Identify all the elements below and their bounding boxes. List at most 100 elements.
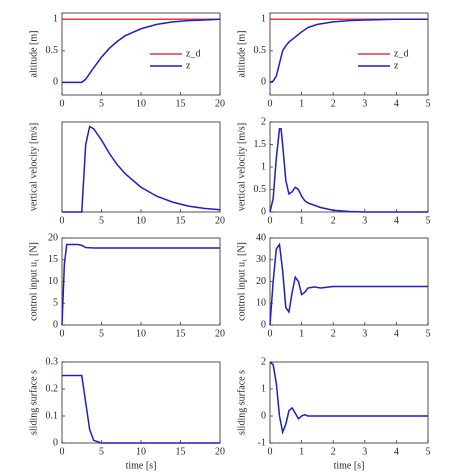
- x-tick-label: 0: [60, 215, 65, 226]
- y-tick-label: 0.5: [254, 45, 267, 56]
- data-line: [269, 128, 428, 213]
- y-tick-label: 0: [261, 410, 266, 421]
- x-tick-label: 15: [176, 98, 186, 109]
- y-tick-label: 0: [261, 319, 266, 330]
- data-line: [62, 18, 221, 84]
- x-axis-label: time [s]: [126, 460, 157, 471]
- y-axis-label: vertical velocity [m/s]: [236, 123, 247, 211]
- y-tick-label: 0.2: [46, 383, 59, 394]
- x-tick-label: 10: [136, 98, 146, 109]
- x-tick-label: 5: [426, 98, 431, 109]
- x-tick-label: 0: [268, 446, 273, 457]
- x-tick-label: 10: [136, 215, 146, 226]
- y-tick-label: 1: [261, 14, 266, 25]
- y-tick-label: 10: [48, 276, 58, 287]
- y-tick-label: 2: [261, 356, 266, 367]
- y-tick-label: 0.5: [254, 184, 267, 195]
- x-tick-label: 1: [299, 328, 304, 339]
- x-tick-label: 20: [215, 446, 225, 457]
- x-tick-label: 5: [426, 446, 431, 457]
- x-tick-label: 5: [426, 215, 431, 226]
- x-tick-label: 5: [99, 215, 104, 226]
- y-axis-label: altitude [m]: [236, 31, 247, 78]
- x-tick-label: 0: [60, 446, 65, 457]
- x-tick-label: 1: [299, 98, 304, 109]
- y-tick-label: 30: [256, 254, 266, 265]
- data-line: [269, 18, 428, 84]
- y-tick-label: 0.5: [46, 45, 59, 56]
- plot-frame: [269, 12, 429, 96]
- y-axis-label: control input u₁ [N]: [236, 242, 247, 321]
- y-axis-label: control input u₁ [N]: [28, 242, 39, 321]
- x-tick-label: 20: [215, 328, 225, 339]
- data-line: [269, 361, 428, 435]
- y-tick-label: 40: [256, 232, 266, 243]
- data-line: [62, 374, 220, 444]
- plot-frame: [269, 121, 429, 213]
- x-tick-label: 15: [176, 446, 186, 457]
- x-tick-label: 15: [176, 328, 186, 339]
- legend-box: [146, 46, 216, 74]
- y-axis-label: altitude [m]: [28, 31, 39, 78]
- x-tick-label: 5: [99, 98, 104, 109]
- x-tick-label: 0: [268, 328, 273, 339]
- x-tick-label: 3: [362, 98, 367, 109]
- y-tick-label: -1: [258, 437, 266, 448]
- y-tick-label: 0.3: [46, 356, 59, 367]
- data-line: [62, 125, 221, 213]
- y-axis-label: sliding surface s: [236, 370, 247, 435]
- x-tick-label: 5: [426, 328, 431, 339]
- x-tick-label: 5: [99, 446, 104, 457]
- plot-frame: [61, 121, 221, 213]
- y-tick-label: 0: [261, 206, 266, 217]
- y-tick-label: 1: [53, 14, 58, 25]
- y-tick-label: 20: [48, 232, 58, 243]
- x-tick-label: 2: [331, 328, 336, 339]
- x-tick-label: 10: [136, 328, 146, 339]
- x-tick-label: 20: [215, 215, 225, 226]
- x-axis-label: time [s]: [334, 460, 365, 471]
- x-tick-label: 0: [268, 98, 273, 109]
- y-tick-label: 0: [53, 319, 58, 330]
- legend-label: z_d: [186, 48, 200, 59]
- y-tick-label: 0.1: [46, 410, 59, 421]
- x-tick-label: 1: [299, 446, 304, 457]
- y-axis-label: sliding surface s: [28, 370, 39, 435]
- y-axis-label: vertical velocity [m/s]: [28, 123, 39, 211]
- data-line: [61, 243, 220, 326]
- y-tick-label: 2: [261, 116, 266, 127]
- x-tick-label: 4: [394, 215, 399, 226]
- y-tick-label: 0: [261, 77, 266, 88]
- y-tick-label: 5: [53, 298, 58, 309]
- x-tick-label: 4: [394, 328, 399, 339]
- x-tick-label: 5: [99, 328, 104, 339]
- x-tick-label: 3: [362, 446, 367, 457]
- x-tick-label: 15: [176, 215, 186, 226]
- y-tick-label: 0: [53, 437, 58, 448]
- plot-frame: [269, 361, 429, 444]
- legend-box: [354, 46, 424, 74]
- y-tick-label: 15: [48, 254, 58, 265]
- x-tick-label: 4: [394, 98, 399, 109]
- legend-label: z_d: [394, 48, 408, 59]
- x-tick-label: 2: [331, 98, 336, 109]
- x-tick-label: 20: [215, 98, 225, 109]
- y-tick-label: 1.5: [254, 139, 267, 150]
- legend-label: z: [394, 60, 399, 71]
- x-tick-label: 3: [362, 215, 367, 226]
- y-tick-label: 0: [53, 77, 58, 88]
- x-tick-label: 0: [60, 328, 65, 339]
- y-tick-label: 1: [261, 161, 266, 172]
- x-tick-label: 0: [268, 215, 273, 226]
- y-tick-label: 20: [256, 276, 266, 287]
- x-tick-label: 0: [60, 98, 65, 109]
- plot-frame: [61, 237, 221, 326]
- x-tick-label: 4: [394, 446, 399, 457]
- legend-label: z: [186, 60, 191, 71]
- data-line: [269, 242, 428, 326]
- x-tick-label: 1: [299, 215, 304, 226]
- x-tick-label: 10: [136, 446, 146, 457]
- y-tick-label: 1: [261, 383, 266, 394]
- x-tick-label: 2: [331, 446, 336, 457]
